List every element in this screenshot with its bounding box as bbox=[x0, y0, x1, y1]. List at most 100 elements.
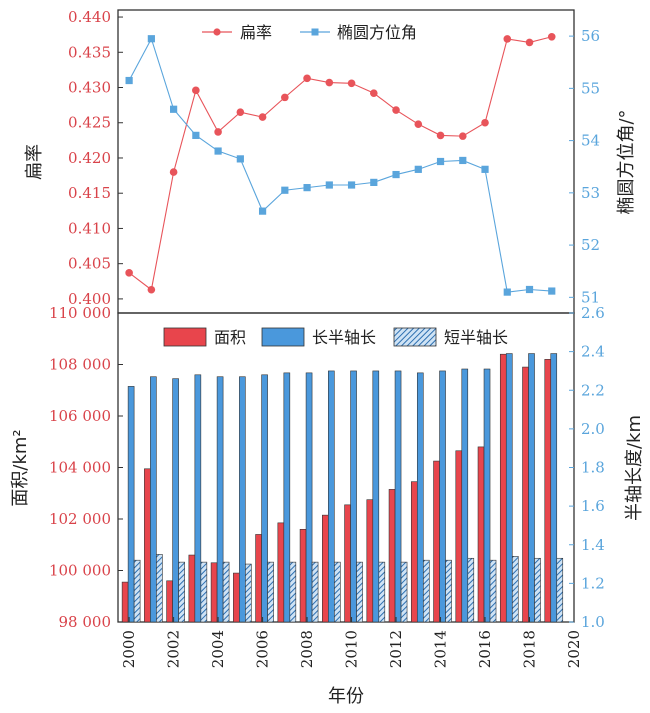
legend-label-area: 面积 bbox=[214, 328, 246, 347]
bottom-left-tick-label: 110 000 bbox=[49, 304, 111, 322]
azimuth-point bbox=[370, 178, 378, 186]
flattening-point bbox=[547, 32, 556, 41]
minor-axis-bar bbox=[422, 559, 430, 623]
azimuth-point bbox=[147, 35, 155, 43]
minor-axis-bar bbox=[400, 561, 408, 623]
bottom-left-tick-label: 102 000 bbox=[49, 510, 111, 528]
bottom-left-axis-title: 面积/km² bbox=[10, 429, 31, 506]
flattening-point bbox=[147, 285, 156, 294]
major-axis-bar bbox=[439, 370, 446, 623]
flattening-point bbox=[169, 168, 178, 176]
top-right-tick-label: 52 bbox=[581, 236, 600, 254]
bottom-left-tick-label: 106 000 bbox=[49, 407, 111, 425]
flattening-point bbox=[214, 128, 222, 136]
azimuth-point bbox=[325, 181, 333, 189]
major-axis-bar bbox=[150, 376, 157, 623]
area-bar bbox=[455, 450, 463, 623]
bottom-legend: 面积 长半轴长 短半轴长 bbox=[163, 327, 508, 347]
flattening-point bbox=[414, 120, 423, 128]
x-tick-label: 2012 bbox=[387, 630, 405, 668]
top-legend: 扁率 椭圆方位角 bbox=[202, 23, 417, 42]
minor-axis-bar bbox=[511, 556, 519, 623]
azimuth-point bbox=[548, 287, 556, 295]
top-left-tick-label: 0.435 bbox=[68, 43, 111, 61]
area-bar bbox=[299, 528, 307, 623]
minor-axis-bar bbox=[467, 557, 475, 623]
major-axis-bar bbox=[372, 370, 380, 623]
area-bar bbox=[166, 580, 173, 623]
top-panel: 0.400 0.405 0.410 0.415 0.420 0.425 0.430 0.435… bbox=[24, 8, 637, 314]
x-tick-label: 2016 bbox=[476, 630, 494, 668]
top-left-tick-label: 0.415 bbox=[68, 184, 111, 202]
azimuth-point bbox=[214, 147, 222, 155]
minor-axis-bar bbox=[534, 557, 541, 623]
bottom-right-tick-label: 1.8 bbox=[581, 459, 605, 477]
major-axis-bar bbox=[127, 386, 135, 623]
bottom-left-tick-label: 98 000 bbox=[59, 613, 112, 631]
bottom-right-axis: 1.0 1.2 1.4 1.6 1.8 2.0 2.2 2.4 2.6 bbox=[569, 304, 605, 631]
x-tick-label: 2014 bbox=[432, 630, 450, 668]
flattening-point bbox=[436, 131, 445, 140]
area-bar bbox=[477, 446, 485, 623]
area-bar bbox=[433, 460, 440, 623]
minor-axis-bar bbox=[200, 561, 208, 623]
minor-axis-bar bbox=[245, 563, 252, 623]
minor-axis-bar bbox=[445, 559, 452, 623]
x-tick-label: 2006 bbox=[254, 630, 272, 668]
azimuth-point bbox=[125, 76, 133, 85]
legend-marker-flattening bbox=[213, 28, 221, 36]
bottom-right-tick-label: 2.2 bbox=[581, 381, 605, 399]
top-right-tick-label: 51 bbox=[581, 288, 600, 306]
bottom-right-tick-label: 2.4 bbox=[581, 343, 605, 361]
bottom-right-tick-label: 1.2 bbox=[581, 574, 605, 592]
major-axis-bar bbox=[505, 353, 513, 623]
legend-label-major-axis: 长半轴长 bbox=[312, 328, 376, 347]
top-left-tick-label: 0.440 bbox=[68, 8, 111, 26]
flattening-line bbox=[128, 36, 552, 291]
legend-marker-azimuth bbox=[311, 28, 319, 36]
azimuth-point bbox=[436, 157, 445, 166]
area-bar bbox=[522, 366, 529, 623]
area-bar bbox=[499, 353, 507, 623]
flattening-point bbox=[481, 118, 489, 127]
azimuth-point bbox=[503, 288, 511, 296]
major-axis-bar bbox=[416, 372, 424, 623]
flattening-point bbox=[525, 38, 534, 47]
minor-axis-bar bbox=[556, 557, 564, 623]
minor-axis-bar bbox=[356, 561, 363, 623]
azimuth-point bbox=[170, 105, 178, 113]
major-axis-bar bbox=[483, 368, 491, 623]
major-axis-bar bbox=[194, 374, 202, 623]
bottom-right-axis-title: 半轴长度/km bbox=[624, 415, 645, 521]
minor-axis-bar bbox=[289, 561, 297, 623]
minor-axis-bar bbox=[378, 561, 386, 623]
legend-label-azimuth: 椭圆方位角 bbox=[337, 23, 417, 42]
x-tick-label: 2000 bbox=[120, 630, 138, 668]
area-bar bbox=[210, 562, 218, 623]
major-axis-bar bbox=[461, 368, 469, 623]
major-axis-bar bbox=[550, 353, 558, 623]
major-axis-bar bbox=[283, 372, 291, 623]
major-axis-bar bbox=[261, 374, 268, 623]
bottom-left-tick-label: 104 000 bbox=[49, 459, 111, 477]
minor-axis-bar bbox=[178, 561, 185, 623]
top-right-axis-title: 椭圆方位角/° bbox=[616, 109, 637, 214]
area-bar bbox=[121, 581, 129, 623]
top-plot-frame bbox=[117, 9, 575, 314]
top-right-tick-label: 54 bbox=[581, 132, 600, 150]
area-bar bbox=[322, 514, 329, 623]
bottom-panel: 98 000 100 000 102 000 104 000 106 000 108 00… bbox=[10, 304, 645, 707]
major-axis-bar bbox=[305, 372, 313, 623]
top-left-axis-title: 扁率 bbox=[24, 144, 45, 180]
azimuth-point bbox=[392, 170, 400, 179]
major-axis-bar bbox=[394, 370, 402, 623]
minor-axis-bar bbox=[267, 561, 274, 623]
bottom-left-tick-label: 108 000 bbox=[49, 356, 111, 374]
x-tick-label: 2018 bbox=[521, 630, 539, 668]
top-right-tick-label: 55 bbox=[581, 79, 600, 97]
top-left-axis: 0.400 0.405 0.410 0.415 0.420 0.425 0.430 0.435… bbox=[68, 8, 123, 308]
flattening-point bbox=[192, 86, 200, 95]
area-bar bbox=[410, 481, 418, 623]
top-left-tick-label: 0.430 bbox=[68, 79, 111, 97]
top-left-tick-label: 0.405 bbox=[68, 255, 111, 273]
